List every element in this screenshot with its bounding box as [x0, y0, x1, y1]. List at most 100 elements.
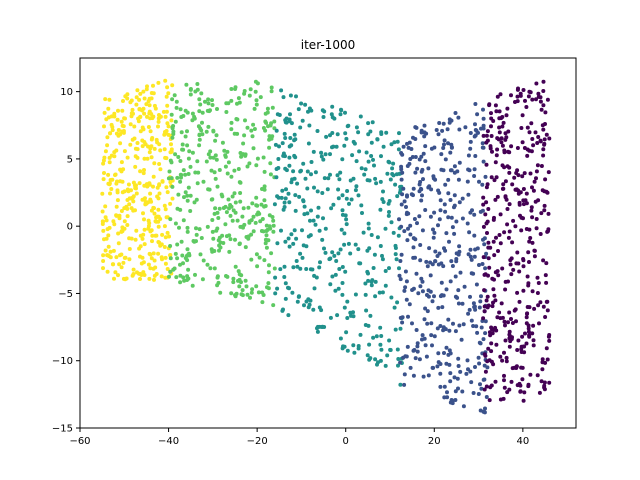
scatter-point	[530, 137, 535, 141]
scatter-point	[335, 132, 340, 137]
scatter-point	[447, 362, 452, 367]
scatter-point	[392, 140, 397, 145]
scatter-point	[468, 247, 473, 252]
scatter-point	[461, 322, 466, 327]
scatter-point	[481, 202, 486, 207]
scatter-point	[420, 289, 425, 294]
scatter-point	[107, 160, 112, 165]
scatter-point	[503, 195, 508, 200]
scatter-point	[171, 267, 176, 272]
scatter-point	[163, 255, 168, 260]
scatter-point	[214, 133, 219, 138]
scatter-point	[217, 168, 222, 172]
scatter-point	[288, 136, 293, 140]
scatter-point	[276, 157, 281, 161]
scatter-point	[181, 147, 186, 152]
scatter-point	[542, 189, 547, 194]
scatter-point	[523, 331, 527, 336]
scatter-point	[308, 267, 313, 272]
scatter-point	[170, 196, 175, 201]
scatter-point	[443, 327, 448, 332]
scatter-point	[273, 291, 278, 296]
scatter-point	[101, 219, 105, 224]
scatter-point	[168, 269, 173, 274]
scatter-point	[514, 171, 519, 175]
scatter-point	[223, 222, 228, 227]
scatter-point	[345, 189, 350, 193]
scatter-point	[429, 187, 434, 192]
scatter-point	[258, 219, 263, 224]
scatter-point	[282, 275, 287, 279]
scatter-point	[503, 179, 508, 184]
scatter-point	[385, 171, 390, 176]
scatter-point	[530, 97, 535, 102]
scatter-point	[137, 97, 142, 102]
scatter-point	[336, 196, 341, 201]
scatter-point	[515, 99, 520, 104]
scatter-point	[520, 174, 525, 179]
scatter-point	[181, 218, 186, 223]
scatter-point	[446, 177, 451, 182]
scatter-point	[165, 230, 170, 235]
scatter-point	[287, 244, 292, 249]
scatter-point	[287, 286, 291, 291]
scatter-point	[502, 148, 507, 153]
scatter-point	[366, 226, 371, 231]
scatter-point	[300, 118, 305, 123]
scatter-point	[303, 102, 308, 107]
scatter-point	[399, 167, 404, 172]
scatter-point	[233, 264, 238, 269]
scatter-point	[104, 218, 109, 223]
scatter-point	[536, 135, 541, 139]
scatter-point	[141, 106, 146, 111]
scatter-point	[482, 288, 487, 293]
scatter-point	[270, 134, 275, 139]
scatter-point	[417, 357, 422, 362]
scatter-point	[297, 294, 301, 299]
scatter-point	[481, 224, 486, 229]
scatter-point	[489, 111, 493, 116]
scatter-point	[235, 117, 240, 122]
scatter-point	[492, 178, 497, 183]
scatter-point	[248, 87, 253, 92]
scatter-point	[325, 187, 330, 192]
scatter-point	[268, 123, 273, 128]
scatter-point	[142, 96, 147, 101]
scatter-point	[171, 124, 176, 128]
scatter-point	[149, 144, 154, 149]
scatter-point	[337, 177, 342, 182]
scatter-point	[420, 167, 425, 172]
scatter-point	[273, 142, 278, 147]
scatter-point	[136, 116, 141, 121]
scatter-point	[489, 359, 494, 364]
scatter-point	[272, 202, 277, 207]
scatter-point	[302, 204, 307, 209]
scatter-point	[266, 286, 271, 291]
scatter-point	[403, 269, 408, 274]
scatter-point	[415, 166, 420, 171]
scatter-point	[185, 198, 190, 203]
scatter-point	[110, 177, 115, 182]
scatter-point	[466, 252, 471, 257]
scatter-point	[460, 196, 465, 201]
scatter-point	[264, 233, 269, 238]
scatter-point	[349, 197, 354, 202]
scatter-point	[272, 266, 277, 271]
scatter-point	[106, 244, 111, 249]
scatter-point	[127, 236, 132, 241]
scatter-point	[146, 262, 151, 267]
scatter-point	[247, 93, 252, 98]
scatter-point	[508, 262, 513, 267]
scatter-point	[483, 174, 488, 179]
scatter-point	[541, 89, 546, 93]
scatter-point	[343, 110, 347, 115]
scatter-point	[302, 303, 306, 308]
scatter-point	[183, 134, 188, 139]
scatter-point	[157, 182, 162, 187]
scatter-point	[483, 331, 488, 336]
scatter-point	[104, 117, 109, 122]
scatter-point	[445, 390, 449, 395]
scatter-point	[402, 229, 407, 234]
scatter-point	[351, 176, 356, 181]
